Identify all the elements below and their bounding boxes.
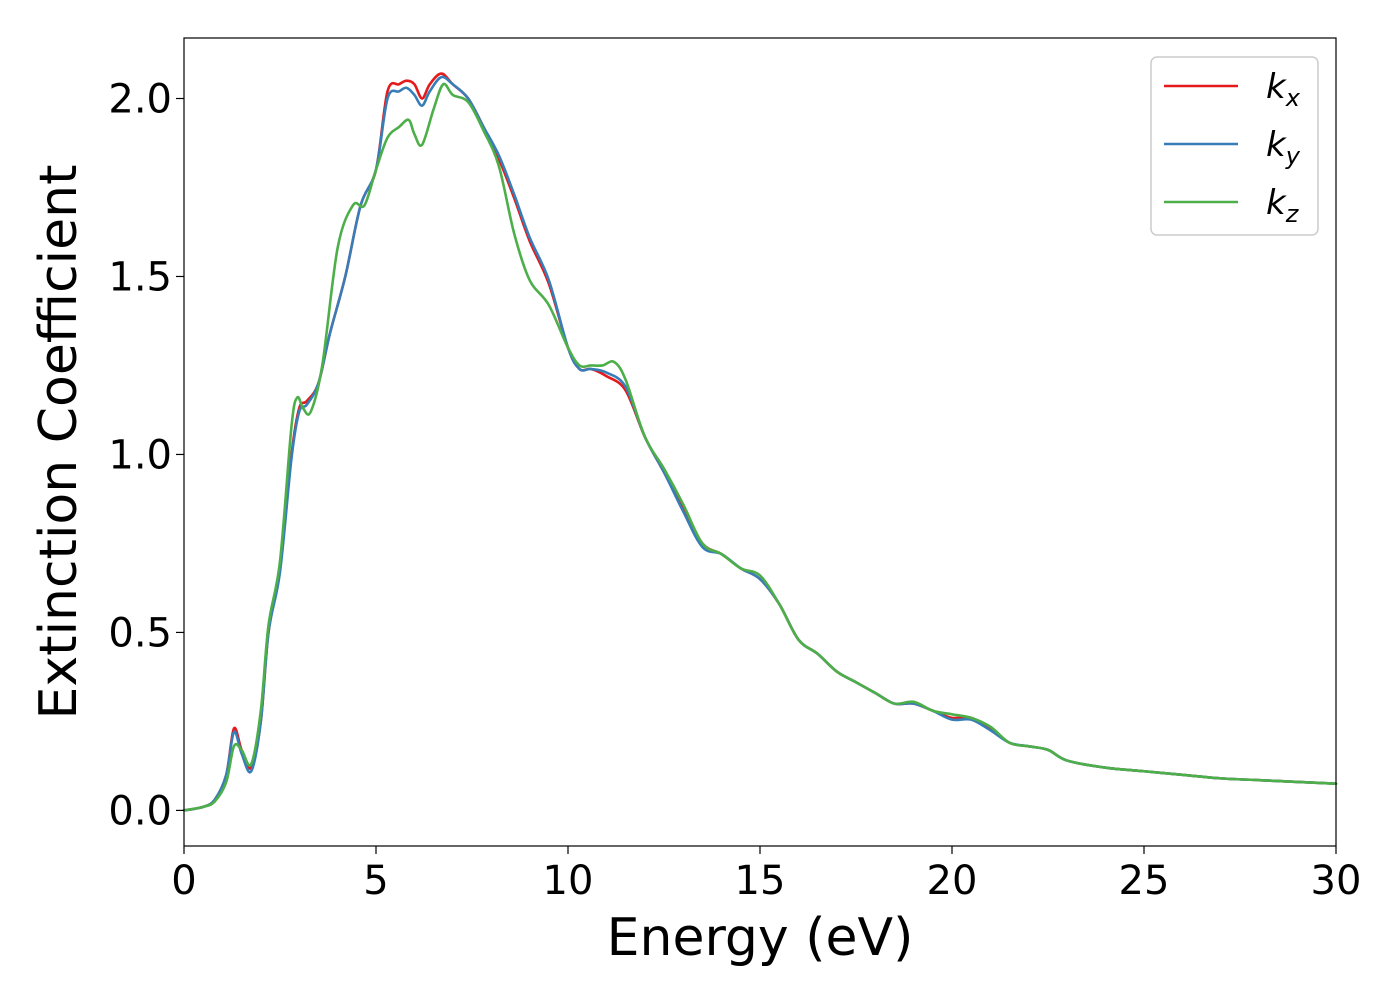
y-tick-label: 0.5 xyxy=(108,610,172,656)
y-tick-label: 2.0 xyxy=(108,77,172,123)
x-tick-label: 10 xyxy=(543,858,594,904)
legend-label-kx: kx xyxy=(1266,67,1301,112)
y-axis: 0.0 0.5 1.0 1.5 2.0 xyxy=(108,77,184,834)
legend-box xyxy=(1150,56,1319,236)
legend-label-ky: ky xyxy=(1266,125,1301,170)
series-line-k-y xyxy=(182,75,1338,812)
y-axis-label: Extinction Coefficient xyxy=(29,165,89,720)
x-tick-label: 15 xyxy=(735,858,786,904)
x-tick-label: 30 xyxy=(1311,858,1362,904)
x-tick-label: 25 xyxy=(1119,858,1170,904)
series-layer xyxy=(182,72,1338,812)
y-tick-label: 1.5 xyxy=(108,254,172,300)
x-tick-label: 5 xyxy=(363,858,388,904)
y-tick-label: 0.0 xyxy=(108,788,172,834)
x-tick-label: 20 xyxy=(927,858,978,904)
x-axis-label: Energy (eV) xyxy=(607,908,914,968)
y-tick-label: 1.0 xyxy=(108,432,172,478)
x-axis: 0 5 10 15 20 25 30 xyxy=(171,846,1361,904)
series-line-k-z xyxy=(182,82,1338,812)
x-tick-label: 0 xyxy=(171,858,196,904)
